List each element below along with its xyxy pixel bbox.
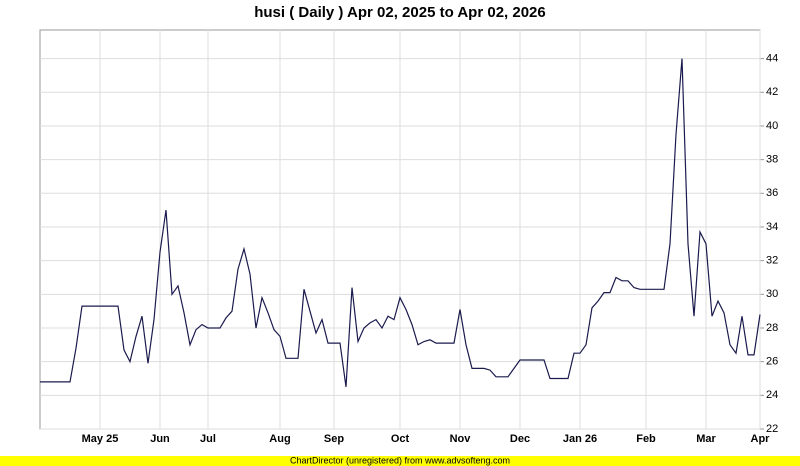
x-tick-label: May 25 — [82, 433, 119, 445]
footer-bar — [0, 456, 800, 466]
footer: ChartDirector (unregistered) from www.ad… — [290, 455, 510, 465]
y-tick-label: 22 — [766, 423, 778, 435]
x-tick-label: Mar — [696, 433, 716, 445]
y-tick-label: 30 — [766, 288, 778, 300]
x-tick-label: Aug — [269, 433, 290, 445]
chart-title: husi ( Daily ) Apr 02, 2025 to Apr 02, 2… — [254, 4, 546, 21]
y-tick-label: 36 — [766, 187, 778, 199]
y-tick-label: 34 — [766, 221, 778, 233]
x-tick-label: Jun — [150, 433, 170, 445]
x-tick-label: Apr — [751, 433, 771, 445]
y-tick-label: 40 — [766, 120, 778, 132]
line — [40, 58, 761, 387]
y-tick-label: 38 — [766, 154, 778, 166]
x-tick-label: Sep — [324, 433, 344, 445]
y-tick-label: 28 — [766, 322, 778, 334]
x-tick-label: Dec — [510, 433, 530, 445]
x-tick-label: Jan 26 — [563, 433, 597, 445]
x-tick-label: Jul — [200, 433, 216, 445]
y-tick-label: 26 — [766, 356, 778, 368]
y-tick-label: 24 — [766, 389, 778, 401]
y-tick-label: 32 — [766, 255, 778, 267]
x-tick-label: Oct — [391, 433, 410, 445]
x-tick-label: Feb — [636, 433, 656, 445]
x-tick-label: Nov — [450, 433, 472, 445]
y-tick-label: 44 — [766, 53, 778, 65]
y-tick-label: 42 — [766, 86, 778, 98]
